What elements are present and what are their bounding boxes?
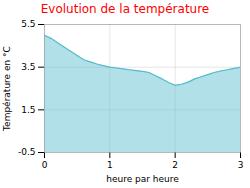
svg-text:1: 1	[107, 160, 113, 170]
svg-text:3: 3	[238, 160, 244, 170]
svg-text:heure par heure: heure par heure	[106, 174, 179, 184]
svg-text:2: 2	[172, 160, 178, 170]
svg-text:0: 0	[42, 160, 48, 170]
svg-text:3.5: 3.5	[21, 62, 35, 72]
svg-text:5.5: 5.5	[21, 19, 35, 29]
svg-text:1.5: 1.5	[21, 105, 35, 115]
svg-text:-0.5: -0.5	[18, 147, 36, 157]
html-text:Evolution de la température: Evolution de la température	[40, 2, 210, 16]
svg-text:Température en °C: Température en °C	[2, 46, 12, 132]
